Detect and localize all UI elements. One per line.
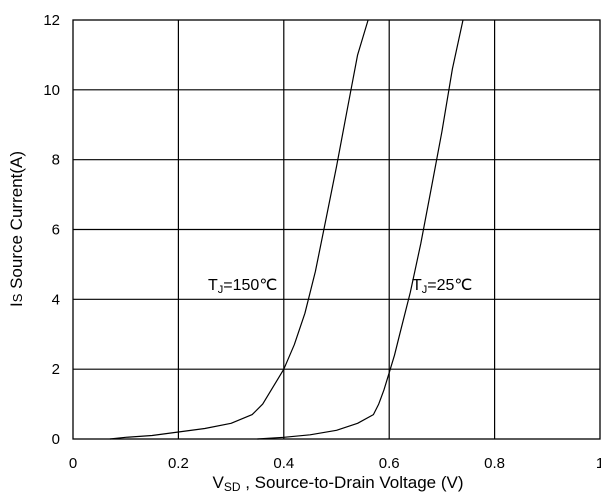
- x-tick-label: 0.2: [168, 455, 189, 472]
- y-tick-label: 12: [43, 12, 60, 29]
- series-line-150c: [109, 19, 369, 440]
- y-tick-label: 4: [52, 291, 60, 308]
- y-tick-labels: 0 2 4 6 8 10 12: [43, 12, 60, 448]
- x-tick-label: 0.6: [379, 455, 400, 472]
- y-tick-label: 6: [52, 222, 60, 239]
- x-tick-label: 0.4: [273, 455, 294, 472]
- plot-frame: [72, 19, 601, 440]
- x-tick-label: 1: [596, 455, 601, 472]
- y-axis-title: IS Source Current(A): [7, 151, 26, 307]
- y-tick-label: 8: [52, 152, 60, 169]
- x-tick-label: 0: [69, 455, 77, 472]
- x-tick-label: 0.8: [484, 455, 505, 472]
- y-tick-label: 10: [43, 82, 60, 99]
- x-axis-title: VSD , Source-to-Drain Voltage (V): [213, 473, 464, 494]
- series-label-150c: TJ=150℃: [208, 277, 277, 296]
- y-tick-label: 2: [52, 361, 60, 378]
- series-lines: [109, 19, 464, 440]
- grid-lines: [73, 20, 600, 439]
- series-label-25c: TJ=25℃: [412, 277, 472, 296]
- y-tick-label: 0: [52, 431, 60, 448]
- series-line-25c: [257, 19, 464, 440]
- x-tick-labels: 0 0.2 0.4 0.6 0.8 1: [69, 455, 601, 472]
